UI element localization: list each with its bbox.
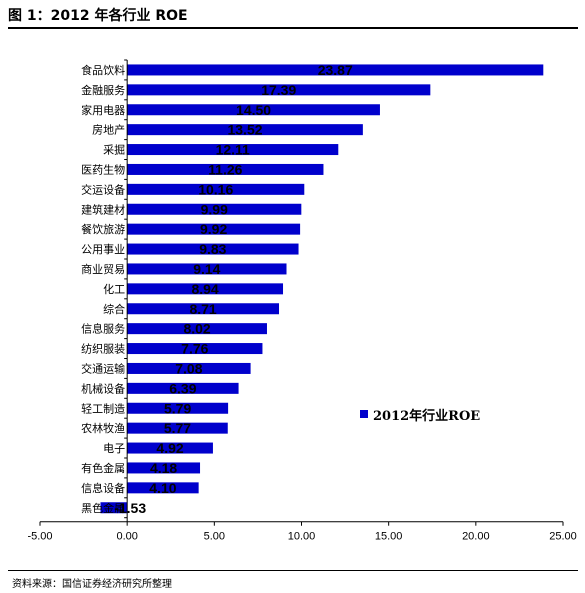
category-label-4: 采掘: [103, 143, 125, 157]
category-label-13: 信息服务: [81, 322, 125, 336]
data-labels-group: 23.87 17.39 14.50 13.52 12.11 11.26 10.16 9.99 9…: [114, 62, 353, 516]
bar-22: [100, 502, 128, 514]
data-label-16: 6.39: [169, 380, 196, 396]
data-label-5: 11.26: [208, 161, 242, 177]
bar-19: [127, 442, 213, 454]
legend-swatch: [360, 410, 368, 418]
bar-2: [127, 104, 380, 116]
legend-label: 2012年行业ROE: [373, 408, 480, 424]
bar-10: [127, 263, 287, 275]
category-label-9: 公用事业: [81, 243, 125, 256]
x-tick-label-1: 0.00: [116, 531, 137, 543]
data-label-3: 13.52: [227, 122, 262, 138]
bar-4: [127, 144, 339, 156]
bar-8: [127, 223, 301, 235]
category-label-2: 家用电器: [81, 103, 125, 117]
category-label-12: 综合: [103, 302, 125, 316]
category-label-3: 房地产: [92, 123, 125, 137]
axes-group: [39, 59, 564, 526]
data-label-21: 4.10: [149, 480, 176, 496]
data-label-22: -1.53: [114, 500, 146, 516]
data-label-12: 8.71: [189, 301, 216, 317]
data-label-14: 7.76: [181, 341, 208, 357]
category-label-21: 信息设备: [81, 481, 125, 495]
data-label-2: 14.50: [236, 102, 271, 118]
bar-5: [127, 163, 324, 175]
category-label-8: 餐饮旅游: [81, 222, 125, 236]
bar-11: [127, 283, 284, 295]
data-label-6: 10.16: [198, 181, 233, 197]
legend: 2012年行业ROE: [360, 408, 480, 424]
data-label-11: 8.94: [191, 281, 218, 297]
data-label-18: 5.77: [164, 420, 191, 436]
data-label-8: 9.92: [200, 221, 227, 237]
data-label-1: 17.39: [261, 82, 296, 98]
figure-header: 图 1：2012 年各行业 ROE: [8, 6, 578, 28]
tick-labels-group: -5.00 0.00 5.00 10.00 15.00 20.00 25.00: [27, 531, 576, 543]
bar-21: [127, 482, 199, 494]
category-label-20: 有色金属: [81, 461, 125, 475]
data-label-15: 7.08: [175, 360, 202, 376]
bar-17: [127, 402, 229, 414]
x-tick-label-6: 25.00: [549, 531, 577, 543]
bar-1: [127, 84, 431, 96]
roe-bar-chart: 食品饮料金融服务家用电器房地产采掘医药生物交运设备建筑建材餐饮旅游公用事业商业贸…: [27, 59, 577, 543]
bar-14: [127, 343, 263, 355]
x-tick-label-0: -5.00: [27, 531, 52, 543]
data-label-9: 9.83: [199, 241, 226, 257]
bars-group: [100, 64, 544, 514]
category-label-10: 商业贸易: [81, 262, 125, 276]
category-label-18: 农林牧渔: [81, 421, 125, 435]
category-label-17: 轻工制造: [81, 401, 125, 415]
bar-18: [127, 422, 228, 434]
category-label-0: 食品饮料: [81, 63, 125, 77]
category-label-19: 电子: [103, 442, 125, 455]
data-label-7: 9.99: [201, 201, 228, 217]
category-labels-group: 食品饮料金融服务家用电器房地产采掘医药生物交运设备建筑建材餐饮旅游公用事业商业贸…: [81, 63, 125, 515]
category-label-5: 医药生物: [81, 162, 125, 176]
title-divider: [8, 27, 578, 29]
category-label-11: 化工: [103, 282, 125, 296]
x-tick-label-3: 10.00: [288, 531, 316, 543]
bar-12: [127, 303, 280, 315]
bar-9: [127, 243, 299, 255]
data-label-19: 4.92: [156, 440, 183, 456]
bar-13: [127, 323, 267, 335]
category-label-14: 纺织服装: [81, 342, 125, 356]
category-label-7: 建筑建材: [81, 202, 125, 216]
source-note: 资料来源：国信证券经济研究所整理: [12, 579, 172, 590]
data-label-20: 4.18: [150, 460, 177, 476]
x-tick-label-2: 5.00: [204, 531, 225, 543]
data-label-0: 23.87: [318, 62, 353, 78]
category-label-16: 机械设备: [81, 381, 125, 395]
data-label-4: 12.11: [216, 142, 250, 158]
figure-title: 图 1：2012 年各行业 ROE: [8, 8, 188, 24]
category-label-15: 交通运输: [81, 361, 125, 375]
x-tick-label-5: 20.00: [462, 531, 490, 543]
bar-20: [127, 462, 201, 474]
data-label-13: 8.02: [183, 321, 210, 337]
data-label-10: 9.14: [193, 261, 220, 277]
bar-3: [127, 124, 363, 136]
category-label-22: 黑色金属: [81, 501, 125, 515]
bar-7: [127, 203, 302, 215]
category-label-6: 交运设备: [81, 182, 125, 196]
bar-15: [127, 362, 251, 374]
bar-0: [127, 64, 544, 76]
bar-6: [127, 183, 305, 195]
data-label-17: 5.79: [164, 400, 191, 416]
bar-16: [127, 382, 239, 394]
x-tick-label-4: 15.00: [375, 531, 403, 543]
footer-divider: [8, 570, 578, 571]
category-label-1: 金融服务: [81, 83, 125, 97]
